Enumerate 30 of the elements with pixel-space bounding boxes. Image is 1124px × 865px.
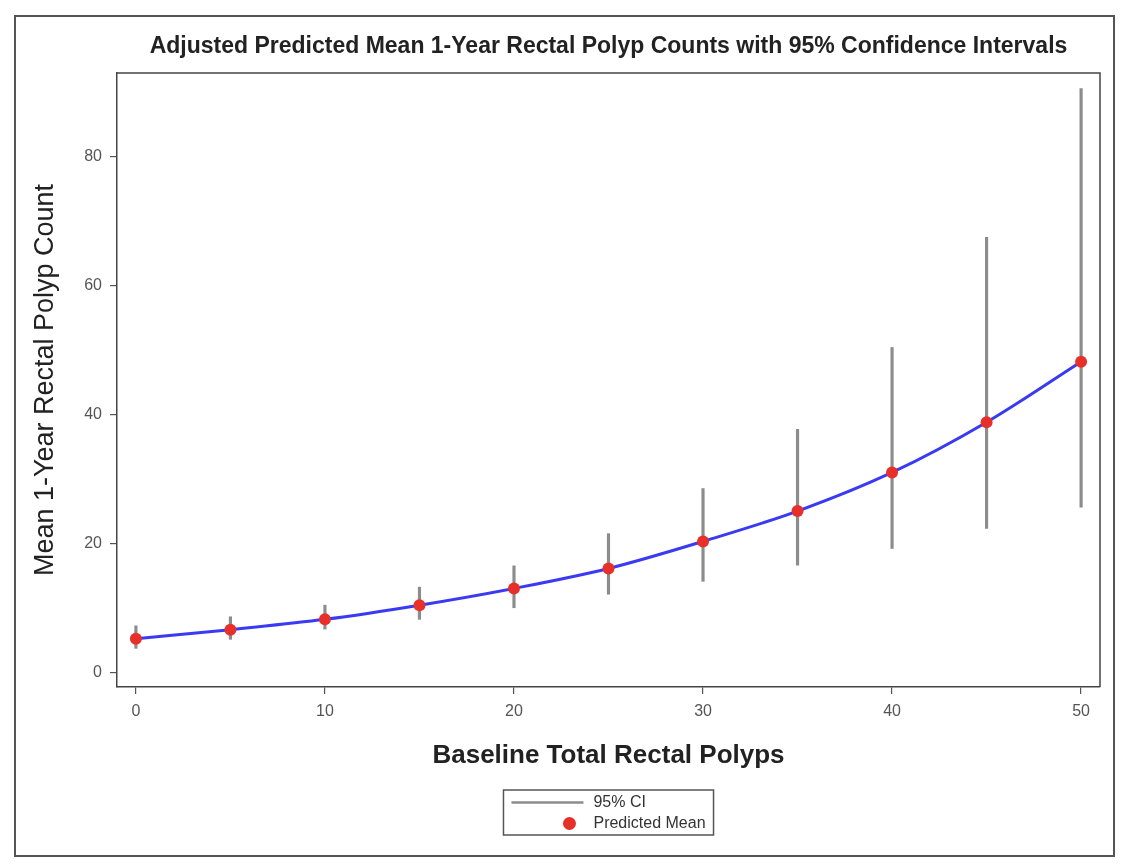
x-tick-label: 30 [694,702,713,720]
point [129,632,142,645]
y-tick-label: 40 [84,404,103,422]
bar [985,236,989,529]
y-axis-title: Mean 1-Year Rectal Polyp Count [28,183,59,577]
chart-title: Adjusted Predicted Mean 1-Year Rectal Polyp Counts with 95% Confidence Intervals [149,32,1068,59]
y-tick-label: 60 [84,276,103,294]
x-tick-label: 0 [131,702,141,720]
legend-label: Predicted Mean [593,813,706,831]
bar [1079,88,1083,508]
point [413,599,426,612]
legend-label: 95% CI [593,792,646,810]
point [1075,355,1088,368]
x-tick-label: 20 [505,702,523,720]
y-tick-label: 0 [93,662,103,680]
point [224,623,237,636]
y-tick-label: 20 [84,533,103,551]
point [697,535,710,548]
bar [890,347,894,549]
point [507,582,520,595]
x-tick-label: 40 [883,702,902,720]
point [602,562,615,575]
point [886,466,899,479]
point [980,416,993,429]
x-tick-label: 10 [316,702,334,720]
point [791,505,804,518]
x-tick-label: 50 [1072,702,1091,720]
y-tick-label: 80 [84,147,103,165]
point [318,613,331,626]
x-axis-title: Baseline Total Rectal Polyps [432,738,785,769]
